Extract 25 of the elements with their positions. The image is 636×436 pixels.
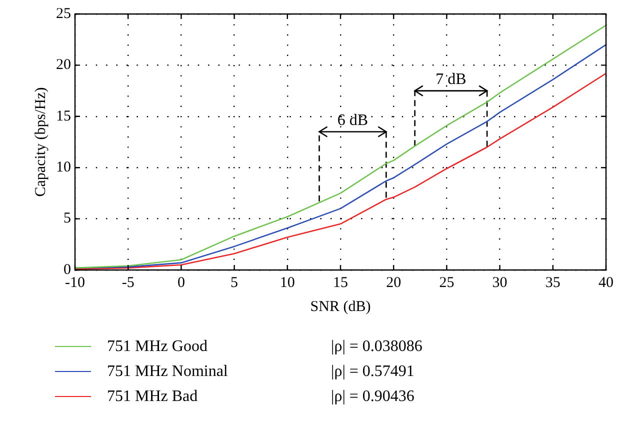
x-tick-label: 15 [333, 274, 348, 291]
x-tick-label: 5 [230, 274, 238, 291]
x-tick-label: 20 [386, 274, 402, 291]
legend-label: 751 MHz Bad [107, 388, 199, 406]
legend-label: 751 MHz Good [107, 338, 208, 356]
y-axis-title: Capacity (bps/Hz) [32, 87, 49, 197]
text: |ρ| = 0.57491 [331, 362, 414, 380]
x-axis-title: SNR (dB) [310, 298, 371, 315]
legend-label: 751 MHz Nominal [107, 362, 229, 380]
y-tick-label: 10 [56, 160, 71, 176]
text: |ρ| = 0.038086 [331, 338, 422, 356]
y-tick-label: 20 [56, 57, 71, 74]
annotation: 6 dB [337, 112, 368, 129]
text: |ρ| = 0.90436 [331, 388, 414, 406]
y-tick-label: 25 [56, 6, 71, 22]
y-tick-label: 15 [56, 108, 71, 124]
x-tick-label: 0 [177, 274, 185, 291]
x-tick-label: 40 [598, 274, 614, 291]
annotation: 7 dB [436, 71, 466, 88]
x-tick-label: -5 [122, 274, 134, 291]
y-tick-label: 5 [64, 210, 71, 227]
x-tick-label: 35 [545, 274, 560, 291]
x-tick-label: 25 [439, 274, 454, 291]
x-tick-label: 10 [280, 274, 295, 291]
x-tick-label: 30 [492, 274, 508, 291]
